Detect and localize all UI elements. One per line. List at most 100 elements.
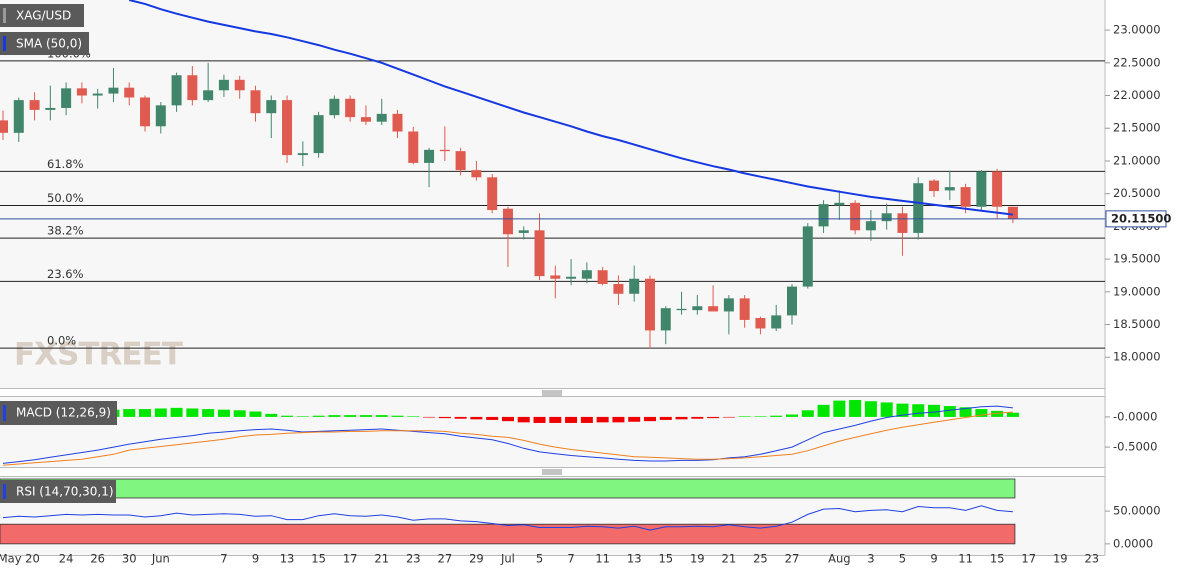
x-tick-label: 7	[567, 552, 574, 566]
fib-label: 23.6%	[47, 267, 84, 281]
histogram-bar	[975, 409, 988, 417]
candle-body	[865, 221, 876, 231]
candle-body	[787, 286, 797, 316]
candle-body	[455, 151, 466, 171]
y-tick-label: 22.5000	[1113, 55, 1161, 69]
x-tick-label: 9	[930, 552, 937, 566]
histogram-bar	[896, 403, 909, 417]
candle-body	[266, 100, 277, 114]
histogram-bar	[707, 416, 720, 419]
candle-body	[723, 298, 734, 312]
line-series	[2, 505, 1013, 531]
histogram-bar	[770, 415, 783, 417]
histogram-bar	[991, 410, 1004, 417]
y-tick-label: -0.5000	[1113, 440, 1157, 454]
candle-body	[644, 278, 655, 331]
candle-body	[881, 213, 892, 222]
x-tick-label: May 20	[0, 552, 40, 566]
histogram-bar	[296, 416, 309, 417]
watermark: FXSTREET	[14, 337, 183, 373]
x-tick-label: Aug	[828, 552, 850, 566]
candle-body	[771, 315, 782, 329]
line-series	[2, 405, 1013, 464]
macd-title-box	[0, 401, 117, 425]
candle-body	[518, 230, 529, 233]
overbought-band	[0, 478, 1016, 499]
candle-body	[218, 79, 229, 91]
rsi-title-box	[0, 480, 116, 503]
x-tick-label: 23	[1084, 552, 1099, 566]
x-tick-label: 15	[311, 552, 326, 566]
candle-body	[708, 306, 719, 312]
histogram-bar	[928, 404, 941, 417]
candle-body	[597, 270, 608, 284]
candle-body	[376, 113, 387, 122]
x-tick-label: 24	[59, 552, 74, 566]
candle-body	[250, 90, 261, 114]
candle-body	[76, 88, 87, 96]
candle-body	[660, 308, 671, 331]
candle-body	[676, 308, 687, 311]
title-box	[0, 4, 84, 27]
rsi-title-stripe	[3, 484, 6, 499]
histogram-bar	[123, 409, 136, 417]
x-tick-label: 21	[722, 552, 737, 566]
histogram-bar	[833, 400, 846, 417]
line-series	[2, 411, 1013, 466]
x-tick-label: 29	[469, 552, 484, 566]
y-tick-label: 0.0000	[1113, 536, 1153, 550]
candle-body	[913, 183, 924, 233]
histogram-bar	[328, 415, 341, 417]
y-tick-label: 50.0000	[1113, 504, 1161, 518]
x-tick-label: 11	[595, 552, 610, 566]
y-tick-label: -0.0000	[1113, 409, 1157, 423]
candle-body	[439, 149, 450, 152]
histogram-bar	[486, 416, 499, 420]
histogram-bar	[202, 409, 215, 417]
x-tick-label: 13	[280, 552, 295, 566]
histogram-bar	[533, 416, 546, 423]
histogram-bar	[501, 416, 514, 422]
histogram-bar	[880, 402, 893, 417]
candle-body	[976, 171, 987, 207]
last-price-box	[1105, 210, 1167, 228]
histogram-bar	[580, 416, 593, 423]
candle-body	[313, 115, 324, 154]
histogram-bar	[438, 416, 451, 419]
candle-body	[108, 87, 119, 94]
histogram-bar	[1006, 412, 1019, 417]
x-tick-label: 30	[122, 552, 137, 566]
histogram-bar	[628, 416, 641, 422]
histogram-bar	[359, 415, 372, 417]
candle-body	[29, 100, 40, 110]
candle-body	[992, 171, 1003, 207]
x-tick-label: 7	[220, 552, 227, 566]
candle-body	[1007, 206, 1018, 219]
histogram-bar	[754, 416, 767, 417]
histogram-bar	[722, 416, 735, 418]
candle-body	[171, 75, 182, 106]
candle-body	[502, 208, 513, 235]
histogram-bar	[643, 416, 656, 422]
candle-body	[471, 170, 482, 178]
rsi-title: RSI (14,70,30,1)	[16, 485, 114, 499]
x-tick-label: 27	[785, 552, 800, 566]
histogram-bar	[407, 416, 420, 417]
histogram-bar	[423, 416, 436, 418]
candle-body	[834, 202, 845, 206]
histogram-bar	[596, 416, 609, 423]
candle-body	[61, 88, 72, 108]
candle-body	[566, 276, 577, 279]
legend-entry: SMA (50,0)	[16, 37, 82, 51]
histogram-bar	[344, 415, 357, 417]
histogram-bar	[943, 406, 956, 417]
histogram-bar	[186, 408, 199, 417]
x-tick-label: 3	[867, 552, 874, 566]
histogram-bar	[375, 415, 388, 417]
candle-body	[392, 113, 403, 132]
x-tick-label: 15	[658, 552, 673, 566]
histogram-bar	[817, 404, 830, 417]
candle-body	[850, 202, 861, 231]
candle-body	[818, 204, 829, 227]
macd-title-stripe	[3, 405, 6, 421]
